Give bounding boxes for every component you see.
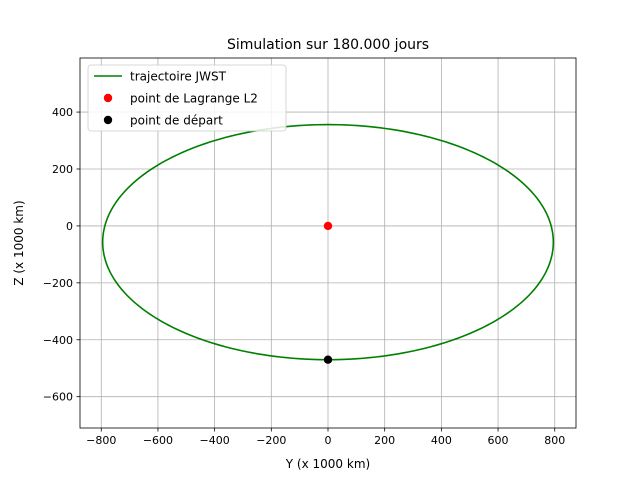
chart-title: Simulation sur 180.000 jours	[227, 37, 429, 53]
y-tick-label: 200	[52, 163, 73, 176]
x-tick-label: 0	[325, 434, 332, 447]
y-tick-label: −600	[43, 391, 73, 404]
x-tick-label: 600	[488, 434, 509, 447]
legend-label: trajectoire JWST	[130, 70, 227, 84]
series-line-trajectoire-jwst	[101, 123, 555, 361]
y-axis-label: Z (x 1000 km)	[12, 200, 26, 285]
legend: trajectoire JWST point de Lagrange L2 poin…	[87, 64, 287, 132]
x-axis-label: Y (x 1000 km)	[285, 457, 370, 471]
x-tick-label: 400	[431, 434, 452, 447]
point-lagrange-l2	[323, 221, 333, 231]
x-tick-label: 200	[374, 434, 395, 447]
legend-box	[87, 64, 287, 132]
x-tick-label: −800	[86, 434, 116, 447]
y-tick-label: 0	[66, 220, 73, 233]
x-tick-label: −400	[200, 434, 230, 447]
legend-swatch-marker	[103, 115, 113, 125]
y-tick-label: −400	[43, 334, 73, 347]
point-depart	[323, 355, 333, 364]
legend-label: point de départ	[130, 114, 223, 128]
x-tick-label: −600	[143, 434, 173, 447]
y-tick-label: −200	[43, 277, 73, 290]
axis-ticks: −800 −600 −400 −200 0 200 400 600 800 −600 −400 −20…	[43, 106, 565, 447]
plot-series	[101, 123, 555, 364]
x-tick-label: −200	[256, 434, 286, 447]
legend-swatch-marker	[103, 93, 113, 103]
legend-label: point de Lagrange L2	[130, 92, 258, 106]
y-tick-label: 400	[52, 106, 73, 119]
x-tick-label: 800	[544, 434, 565, 447]
